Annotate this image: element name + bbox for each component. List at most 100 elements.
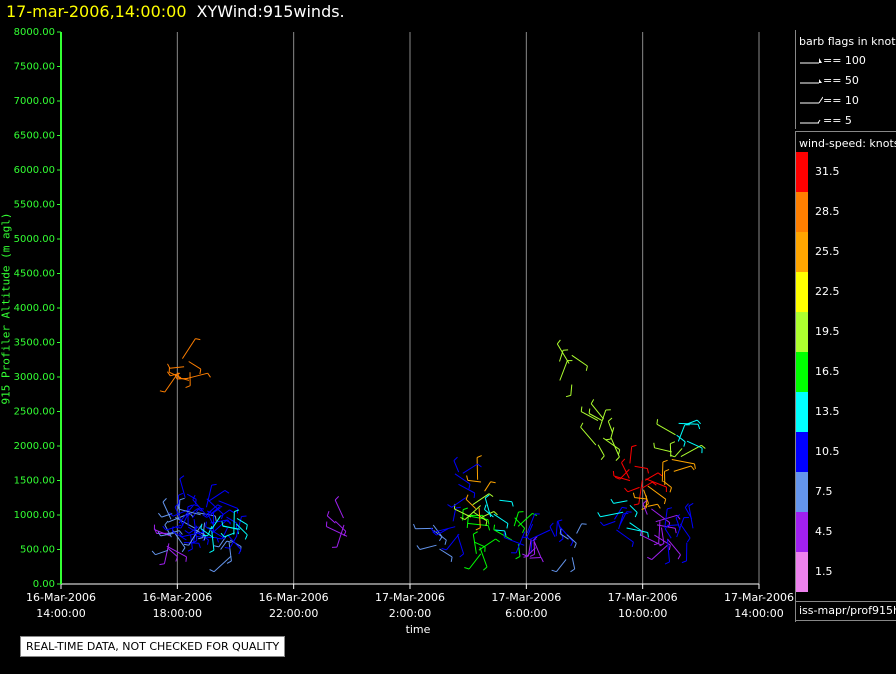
wind-barb — [533, 541, 536, 555]
speed-color-swatch — [796, 432, 808, 472]
wind-barb — [610, 427, 615, 440]
y-tick-label: 3000.00 — [14, 372, 55, 383]
speed-label: 4.5 — [815, 525, 833, 538]
wind-barb — [493, 529, 513, 541]
title-timestamp: 17-mar-2006,14:00:00 — [6, 2, 187, 21]
y-tick-label: 7500.00 — [14, 62, 55, 73]
x-tick-label: 17-Mar-2006 — [724, 591, 794, 604]
wind-barb — [178, 504, 195, 524]
x-tick-label: 18:00:00 — [153, 607, 202, 620]
wind-barb-feather — [525, 535, 530, 540]
wind-barb-feather — [588, 408, 591, 414]
wind-barb-feather — [487, 519, 490, 525]
wind-barb — [226, 516, 238, 524]
wind-barb-feather — [179, 497, 185, 501]
wind-barb-feather — [493, 511, 498, 516]
wind-barb — [526, 513, 536, 534]
wind-barb-feather — [484, 504, 487, 510]
wind-barb — [419, 544, 437, 550]
wind-barb-feather — [183, 543, 189, 546]
wind-barb-feather — [621, 506, 628, 509]
wind-barb — [613, 475, 631, 482]
y-tick-label: 6500.00 — [14, 131, 55, 142]
wind-barb — [667, 524, 679, 527]
x-tick-label: 17-Mar-2006 — [491, 591, 561, 604]
wind-barb — [629, 522, 642, 532]
wind-barb-feather — [556, 339, 561, 345]
wind-barb — [673, 465, 692, 472]
wind-barb-feather — [177, 504, 180, 510]
wind-barb — [675, 517, 680, 528]
wind-barb — [454, 508, 472, 518]
wind-barb — [478, 538, 496, 551]
x-tick-label: 14:00:00 — [36, 607, 85, 620]
wind-barb-feather — [684, 503, 689, 508]
speed-color-swatch — [796, 272, 808, 312]
wind-barb — [472, 493, 490, 506]
wind-barb-feather — [164, 520, 169, 526]
wind-barb — [647, 503, 658, 507]
x-tick-label: 6:00:00 — [505, 607, 547, 620]
barb-legend-item: == 5 — [799, 114, 852, 127]
wind-barb-feather — [488, 493, 494, 498]
wind-barb — [174, 506, 184, 526]
y-tick-label: 5000.00 — [14, 234, 55, 245]
wind-barb-feather — [697, 424, 701, 430]
wind-barb — [676, 434, 686, 443]
speed-label: 19.5 — [815, 325, 840, 338]
y-tick-label: 500.00 — [20, 545, 55, 556]
wind-barb — [213, 555, 232, 573]
wind-barb — [481, 511, 495, 518]
wind-barb-feather — [647, 556, 652, 561]
wind-barb — [566, 534, 577, 544]
wind-barb — [484, 497, 492, 518]
wind-barb-feather — [634, 512, 638, 518]
speed-label: 10.5 — [815, 445, 840, 458]
wind-barb-feather — [178, 492, 184, 496]
wind-barb — [478, 507, 481, 528]
wind-barb-feather — [580, 406, 583, 412]
wind-barb-feather — [540, 557, 544, 563]
wind-barb-feather — [234, 509, 240, 513]
wind-barb-feather — [656, 419, 659, 425]
y-tick-label: 3500.00 — [14, 338, 55, 349]
wind-barb — [192, 499, 208, 517]
y-tick-label: 7000.00 — [14, 96, 55, 107]
wind-barb — [206, 498, 224, 515]
wind-barb — [576, 523, 583, 534]
wind-barb — [667, 538, 681, 556]
full-barb-icon — [800, 96, 824, 104]
wind-barb — [474, 541, 486, 548]
y-axis-label: 915 Profiler Altitude (m agl) — [0, 212, 13, 405]
wind-barb — [167, 547, 178, 558]
wind-barb — [178, 508, 201, 516]
wind-barb-feather — [473, 531, 478, 535]
wind-barb-feather — [615, 456, 620, 461]
wind-barb-feather — [455, 506, 461, 509]
wind-barb — [634, 465, 648, 469]
barb-legend-label: == 5 — [823, 114, 852, 127]
speed-color-swatch — [796, 152, 808, 192]
wind-barb — [334, 499, 344, 519]
wind-barb — [170, 372, 181, 377]
wind-barb-feather — [674, 528, 677, 534]
y-tick-label: 4000.00 — [14, 303, 55, 314]
wind-barb — [559, 533, 569, 540]
wind-barb-feather — [686, 537, 691, 543]
wind-barb-feather — [668, 544, 671, 551]
wind-barb-feather — [615, 476, 620, 480]
wind-barb — [688, 505, 694, 529]
wind-barb-feather — [523, 555, 529, 558]
wind-barb-feather — [224, 547, 230, 549]
wind-barb — [676, 517, 685, 538]
wind-barb-feather — [221, 521, 224, 527]
wind-barb-feather — [681, 560, 687, 564]
wind-barb-feather — [493, 524, 496, 530]
wind-barb — [439, 548, 453, 558]
wind-barb-feather — [159, 563, 165, 566]
wind-barb — [188, 361, 202, 370]
wind-barb-feather — [453, 456, 458, 461]
wind-barb — [181, 338, 196, 359]
wind-barb-feather — [605, 438, 611, 441]
